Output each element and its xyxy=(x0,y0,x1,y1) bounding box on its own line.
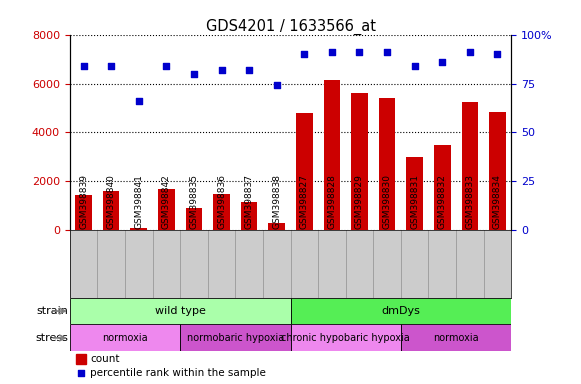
Point xyxy=(162,63,171,69)
Point xyxy=(355,49,364,55)
Bar xyxy=(213,194,230,230)
Bar xyxy=(268,223,285,230)
Text: chronic hypobaric hypoxia: chronic hypobaric hypoxia xyxy=(281,333,410,343)
Bar xyxy=(379,98,395,230)
Bar xyxy=(76,354,86,364)
Point xyxy=(245,67,254,73)
Text: percentile rank within the sample: percentile rank within the sample xyxy=(90,368,266,378)
Point xyxy=(79,63,88,69)
Bar xyxy=(401,324,511,351)
Bar xyxy=(103,191,120,230)
Bar xyxy=(489,112,505,230)
Point xyxy=(465,49,475,55)
Point xyxy=(437,59,447,65)
Text: normobaric hypoxia: normobaric hypoxia xyxy=(187,333,284,343)
Point xyxy=(189,71,199,77)
Bar xyxy=(158,189,175,230)
Bar xyxy=(407,157,423,230)
Point xyxy=(106,63,116,69)
Point xyxy=(76,370,85,376)
Point xyxy=(300,51,309,57)
Text: strain: strain xyxy=(37,306,69,316)
Bar xyxy=(186,209,202,230)
Text: stress: stress xyxy=(35,333,69,343)
Bar xyxy=(290,298,511,324)
Point xyxy=(272,83,281,89)
Point xyxy=(382,49,392,55)
Text: normoxia: normoxia xyxy=(433,333,479,343)
Bar xyxy=(296,113,313,230)
Point xyxy=(493,51,502,57)
Bar xyxy=(180,324,290,351)
Bar xyxy=(434,145,451,230)
Text: count: count xyxy=(90,354,120,364)
Point xyxy=(134,98,144,104)
Bar xyxy=(352,93,368,230)
Text: dmDys: dmDys xyxy=(382,306,420,316)
Bar xyxy=(131,228,147,230)
Bar xyxy=(290,324,401,351)
Text: normoxia: normoxia xyxy=(102,333,148,343)
Bar xyxy=(76,195,92,230)
Bar xyxy=(241,202,257,230)
Point xyxy=(327,49,336,55)
Text: wild type: wild type xyxy=(155,306,206,316)
Bar xyxy=(70,298,290,324)
Point xyxy=(217,67,226,73)
Point xyxy=(410,63,419,69)
Bar xyxy=(462,102,478,230)
Bar xyxy=(70,324,180,351)
Bar xyxy=(324,80,340,230)
Text: GDS4201 / 1633566_at: GDS4201 / 1633566_at xyxy=(206,19,375,35)
